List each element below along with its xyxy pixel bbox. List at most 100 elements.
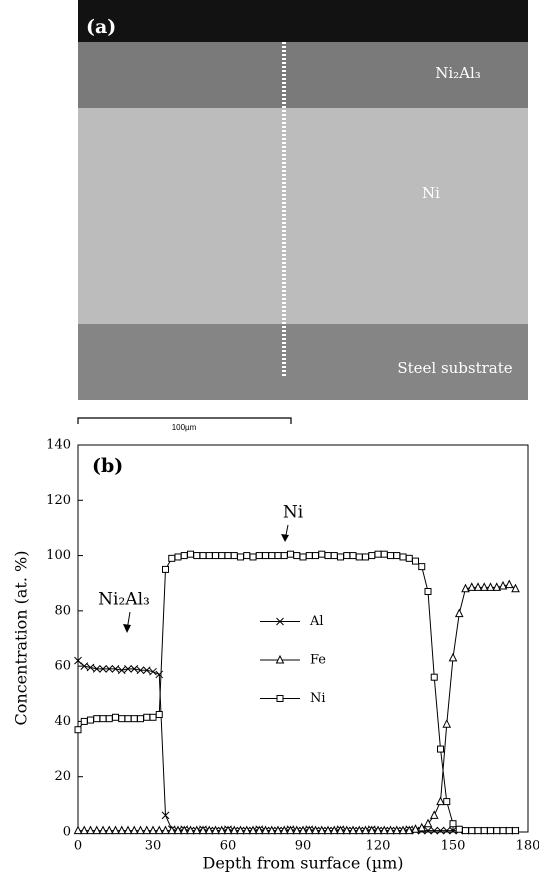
marker	[236, 825, 245, 835]
marker	[293, 552, 301, 560]
y-axis-title: Concentration (at. %)	[12, 551, 31, 726]
y-tick-label: 60	[54, 659, 71, 674]
marker	[493, 827, 501, 835]
x-tick-label: 30	[145, 839, 162, 854]
marker	[512, 827, 519, 835]
marker	[212, 552, 219, 560]
y-tick-label: 120	[46, 493, 71, 508]
x-tick-label: 90	[295, 839, 312, 854]
legend-label: Ni	[310, 691, 326, 706]
legend-marker	[276, 617, 284, 626]
marker	[204, 825, 214, 835]
marker	[237, 553, 244, 561]
marker	[123, 825, 133, 835]
marker	[80, 717, 88, 725]
marker	[74, 656, 82, 665]
layer-label: Ni₂Al₃	[435, 64, 481, 82]
marker	[317, 825, 327, 835]
marker	[492, 582, 502, 591]
marker	[349, 552, 357, 560]
marker	[418, 563, 426, 571]
marker	[355, 553, 363, 561]
marker	[86, 825, 95, 835]
marker	[155, 670, 164, 679]
marker	[511, 583, 520, 593]
marker	[180, 552, 188, 560]
marker	[417, 822, 427, 832]
marker	[430, 673, 438, 681]
marker	[173, 825, 183, 835]
marker	[449, 826, 457, 835]
marker	[243, 552, 251, 560]
marker	[505, 827, 513, 835]
marker	[93, 715, 101, 723]
marker	[362, 553, 369, 561]
marker	[361, 825, 370, 835]
marker	[442, 826, 451, 835]
marker	[143, 713, 151, 721]
marker	[142, 666, 151, 675]
marker	[279, 825, 289, 835]
marker	[374, 550, 382, 558]
marker	[154, 825, 164, 835]
marker	[218, 552, 226, 560]
marker	[455, 825, 463, 833]
marker	[198, 825, 208, 835]
marker	[112, 713, 119, 721]
marker	[249, 553, 257, 561]
top-layer	[78, 0, 528, 44]
annotation-arrowhead	[123, 624, 131, 633]
marker	[248, 825, 258, 835]
marker	[324, 552, 332, 560]
marker	[80, 662, 89, 670]
legend-marker	[275, 654, 285, 664]
marker	[255, 552, 263, 560]
marker	[74, 726, 82, 734]
marker	[105, 665, 114, 673]
marker	[449, 820, 457, 828]
marker	[224, 552, 232, 560]
marker	[498, 580, 508, 590]
marker	[287, 550, 294, 558]
legend-marker	[276, 695, 284, 702]
legend-label: Al	[309, 614, 324, 629]
marker	[117, 825, 127, 835]
y-tick-label: 80	[54, 603, 71, 618]
marker	[230, 552, 238, 560]
marker	[186, 825, 195, 835]
marker	[405, 554, 413, 562]
marker	[130, 715, 138, 723]
marker	[136, 666, 145, 675]
x-tick-label: 180	[516, 839, 539, 854]
marker	[354, 825, 364, 835]
marker	[129, 825, 139, 835]
marker	[348, 825, 358, 835]
marker	[318, 550, 326, 558]
marker	[436, 796, 445, 806]
marker	[312, 552, 319, 560]
marker	[424, 826, 432, 835]
marker	[343, 552, 351, 560]
steel-layer	[78, 324, 528, 400]
marker	[137, 715, 144, 723]
marker	[148, 825, 158, 835]
marker	[398, 825, 408, 835]
marker	[479, 582, 489, 591]
marker	[267, 825, 277, 835]
x-tick-label: 60	[220, 839, 237, 854]
marker	[229, 825, 239, 835]
marker	[124, 715, 132, 723]
marker	[149, 713, 157, 721]
annotation: Ni₂Al₃	[98, 590, 150, 610]
marker	[329, 825, 339, 835]
marker	[454, 608, 464, 618]
marker	[174, 553, 182, 561]
marker	[429, 810, 439, 819]
marker	[292, 825, 302, 835]
x-tick-label: 120	[366, 839, 391, 854]
x-axis-title: Depth from surface (µm)	[202, 854, 403, 872]
marker	[387, 552, 394, 560]
marker	[274, 552, 282, 560]
annotation-arrowhead	[281, 534, 289, 542]
marker	[104, 825, 114, 835]
